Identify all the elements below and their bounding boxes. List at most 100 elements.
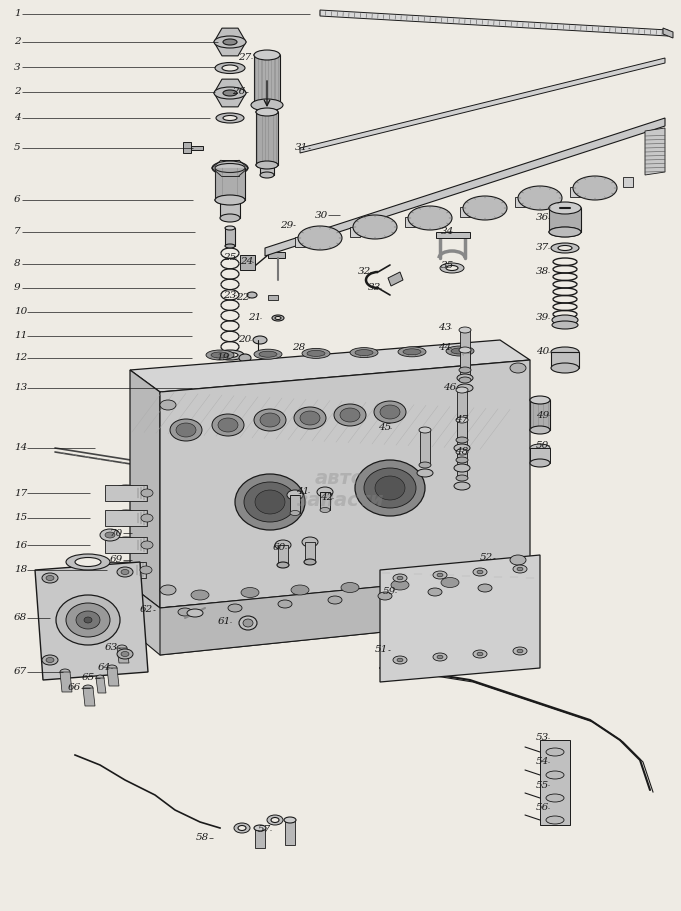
Polygon shape [240, 255, 255, 270]
Ellipse shape [477, 570, 483, 574]
Polygon shape [530, 448, 550, 463]
Text: 26: 26 [232, 87, 245, 97]
Ellipse shape [446, 265, 458, 271]
Text: 29: 29 [280, 220, 294, 230]
Ellipse shape [215, 63, 245, 74]
Text: 16: 16 [14, 540, 27, 549]
Ellipse shape [218, 418, 238, 432]
Text: 25: 25 [223, 253, 236, 262]
Ellipse shape [228, 604, 242, 612]
Text: 3: 3 [14, 63, 20, 71]
Text: авто
запасти: авто запасти [296, 469, 384, 510]
Ellipse shape [212, 161, 248, 175]
Ellipse shape [294, 407, 326, 429]
Polygon shape [105, 510, 147, 526]
Ellipse shape [397, 659, 403, 661]
Ellipse shape [364, 468, 416, 508]
Ellipse shape [340, 408, 360, 422]
Polygon shape [215, 375, 245, 401]
Ellipse shape [241, 588, 259, 598]
Ellipse shape [433, 653, 447, 661]
Ellipse shape [254, 101, 280, 109]
Ellipse shape [456, 387, 468, 393]
Ellipse shape [477, 652, 483, 656]
Polygon shape [130, 575, 500, 655]
Ellipse shape [417, 469, 433, 477]
Text: 20: 20 [238, 335, 251, 344]
Polygon shape [268, 295, 278, 300]
Ellipse shape [530, 396, 550, 404]
Ellipse shape [510, 555, 526, 565]
Ellipse shape [256, 161, 278, 169]
Text: 50: 50 [536, 441, 550, 449]
Ellipse shape [66, 554, 110, 570]
Ellipse shape [300, 411, 320, 425]
Ellipse shape [375, 476, 405, 500]
Ellipse shape [397, 576, 403, 579]
Ellipse shape [141, 489, 153, 497]
Text: 53: 53 [536, 733, 550, 742]
Polygon shape [117, 648, 129, 663]
Ellipse shape [463, 196, 507, 220]
Text: 69: 69 [110, 556, 123, 565]
Ellipse shape [76, 611, 100, 629]
Text: 45: 45 [378, 424, 392, 433]
Ellipse shape [440, 263, 464, 273]
Text: 55: 55 [536, 781, 550, 790]
Text: 12: 12 [14, 353, 27, 363]
Ellipse shape [214, 36, 246, 48]
Ellipse shape [113, 562, 141, 578]
Ellipse shape [259, 352, 277, 357]
Polygon shape [645, 128, 665, 175]
Ellipse shape [317, 487, 333, 497]
Text: 67: 67 [14, 668, 27, 677]
Ellipse shape [428, 588, 442, 596]
Ellipse shape [275, 540, 291, 550]
Ellipse shape [393, 656, 407, 664]
Ellipse shape [454, 464, 470, 472]
Ellipse shape [546, 816, 564, 824]
Ellipse shape [549, 227, 581, 237]
Ellipse shape [211, 352, 229, 358]
Polygon shape [160, 575, 500, 655]
Polygon shape [107, 668, 119, 686]
Ellipse shape [272, 315, 284, 321]
Polygon shape [320, 492, 330, 510]
Polygon shape [457, 452, 467, 478]
Ellipse shape [42, 655, 58, 665]
Polygon shape [254, 55, 280, 105]
Text: 59: 59 [383, 588, 396, 597]
Ellipse shape [176, 423, 196, 437]
Text: 42: 42 [320, 494, 333, 503]
Ellipse shape [307, 351, 325, 356]
Polygon shape [220, 200, 240, 218]
Ellipse shape [284, 817, 296, 823]
Ellipse shape [380, 405, 400, 419]
Text: 36: 36 [536, 213, 550, 222]
Polygon shape [96, 678, 106, 693]
Text: 4: 4 [14, 114, 20, 122]
Polygon shape [35, 562, 148, 680]
Ellipse shape [206, 350, 234, 360]
Text: 6: 6 [14, 196, 20, 204]
Text: 18: 18 [14, 566, 27, 575]
Ellipse shape [256, 108, 278, 116]
Text: 52: 52 [480, 554, 493, 562]
Text: 34: 34 [441, 228, 454, 237]
Ellipse shape [304, 559, 316, 565]
Ellipse shape [100, 529, 120, 541]
Text: 15: 15 [14, 514, 27, 523]
Ellipse shape [223, 385, 237, 391]
Text: 9: 9 [14, 283, 20, 292]
Ellipse shape [247, 292, 257, 298]
Polygon shape [191, 146, 203, 150]
Polygon shape [623, 177, 633, 187]
Text: 27: 27 [238, 54, 251, 63]
Polygon shape [460, 350, 470, 380]
Ellipse shape [141, 541, 153, 549]
Ellipse shape [117, 567, 133, 577]
Ellipse shape [170, 419, 202, 441]
Polygon shape [350, 227, 360, 237]
Text: 68: 68 [14, 613, 27, 622]
Ellipse shape [350, 348, 378, 358]
